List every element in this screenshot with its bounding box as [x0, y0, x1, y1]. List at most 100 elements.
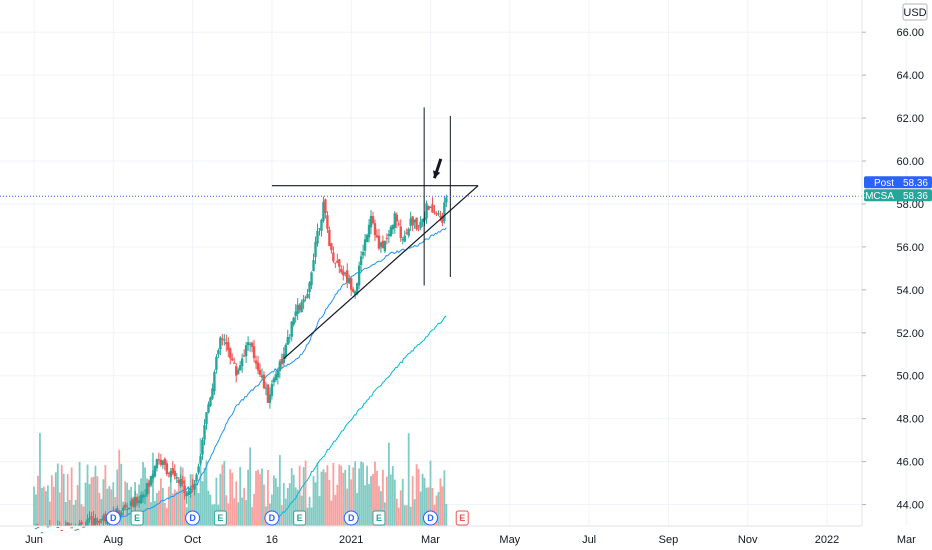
candle-body: [125, 508, 129, 511]
candle-body: [266, 384, 270, 403]
candle-body: [191, 485, 194, 488]
y-tick-label: 58.00: [896, 199, 924, 211]
earnings-marker-label: E: [217, 513, 223, 523]
candle-body: [403, 235, 406, 242]
volume-bar: [437, 492, 440, 526]
candle-body: [46, 526, 50, 528]
volume-bar: [173, 489, 176, 526]
earnings-marker[interactable]: [213, 510, 227, 526]
candle-body: [242, 355, 246, 357]
volume-bar: [334, 494, 337, 526]
volume-bar: [415, 464, 418, 526]
volume-bar: [263, 484, 265, 526]
candle-body: [260, 375, 264, 378]
arrow-head[interactable]: [433, 170, 441, 179]
candle-body: [357, 265, 361, 286]
candle-body: [139, 495, 143, 504]
volume-bar: [154, 500, 156, 526]
candle-body: [76, 528, 79, 530]
volume-bar: [376, 470, 378, 526]
trend-drawings[interactable]: [0, 107, 862, 359]
candle-body: [375, 235, 379, 238]
volume-bar: [227, 503, 230, 526]
y-tick-label: 52.00: [896, 328, 924, 340]
candle-body: [290, 321, 293, 337]
volume-bar: [308, 496, 311, 526]
candle-body: [135, 497, 139, 504]
volume-bar: [382, 469, 384, 526]
candle-body: [195, 474, 198, 481]
candle-body: [427, 205, 430, 210]
volume-bar: [380, 491, 382, 526]
volume-bar: [411, 476, 414, 526]
candle-body: [431, 204, 434, 213]
dividend-marker-label: D: [110, 513, 117, 523]
candle-body: [167, 472, 171, 474]
volume-bar: [326, 465, 329, 526]
candle-body: [90, 516, 93, 518]
candle-body: [367, 224, 371, 238]
volume-bar: [284, 498, 287, 526]
volume-bar: [257, 469, 259, 526]
dividend-marker[interactable]: [423, 510, 438, 526]
volume-bar: [425, 487, 428, 526]
earnings-marker[interactable]: [372, 510, 386, 526]
x-tick-label: Oct: [184, 534, 201, 546]
candle-body: [250, 342, 254, 347]
dividend-marker[interactable]: [264, 510, 280, 526]
candle-body: [183, 485, 186, 494]
candle-body: [258, 369, 262, 375]
earnings-marker[interactable]: [130, 510, 144, 526]
x-tick-label: Mar: [421, 534, 440, 546]
volume-bar: [76, 485, 79, 526]
volume-bar: [60, 465, 63, 526]
candle-body: [116, 508, 119, 515]
volume-bar: [187, 495, 190, 526]
candle-body: [348, 278, 351, 284]
volume-bar: [443, 470, 446, 526]
volume-bar: [409, 506, 412, 526]
candle-body: [407, 228, 410, 236]
earnings-marker[interactable]: [455, 510, 469, 526]
candle-body: [233, 362, 236, 364]
volume-bar: [62, 473, 65, 526]
volume-bar: [255, 470, 257, 526]
earnings-marker-label: E: [134, 513, 140, 523]
candle-body: [82, 526, 85, 528]
y-tick-label: 62.00: [896, 113, 924, 125]
volume-bar: [225, 495, 228, 526]
price-tag[interactable]: Post 58.36: [864, 176, 932, 189]
candle-body: [322, 202, 325, 221]
candle-body: [274, 374, 278, 381]
currency-label[interactable]: USD: [903, 7, 926, 19]
volume-bar: [148, 479, 150, 526]
candle-body: [288, 337, 291, 339]
candle-body: [80, 522, 83, 525]
volume-bar: [316, 462, 319, 526]
dividend-marker[interactable]: [105, 510, 121, 526]
dividend-marker[interactable]: [343, 510, 359, 526]
volume-bar: [193, 480, 196, 526]
earnings-marker[interactable]: [293, 510, 307, 526]
candle-body: [229, 348, 232, 359]
volume-bar: [46, 485, 49, 526]
dividend-marker[interactable]: [185, 510, 201, 526]
volume-bar: [118, 449, 121, 526]
candle-body: [252, 346, 256, 359]
volume-bar: [80, 504, 83, 526]
price-tag[interactable]: CMCSA 58.36: [858, 189, 932, 202]
candle-body: [78, 523, 81, 526]
support-line[interactable]: [283, 185, 479, 359]
candle-body: [165, 463, 169, 475]
currency-box[interactable]: [902, 3, 928, 21]
volume-bar: [120, 463, 123, 526]
volume-bar: [354, 461, 357, 526]
volume-bar: [58, 492, 61, 526]
candle-body: [310, 272, 313, 286]
candle-body: [235, 366, 238, 376]
y-tick-label: 56.00: [896, 242, 924, 254]
